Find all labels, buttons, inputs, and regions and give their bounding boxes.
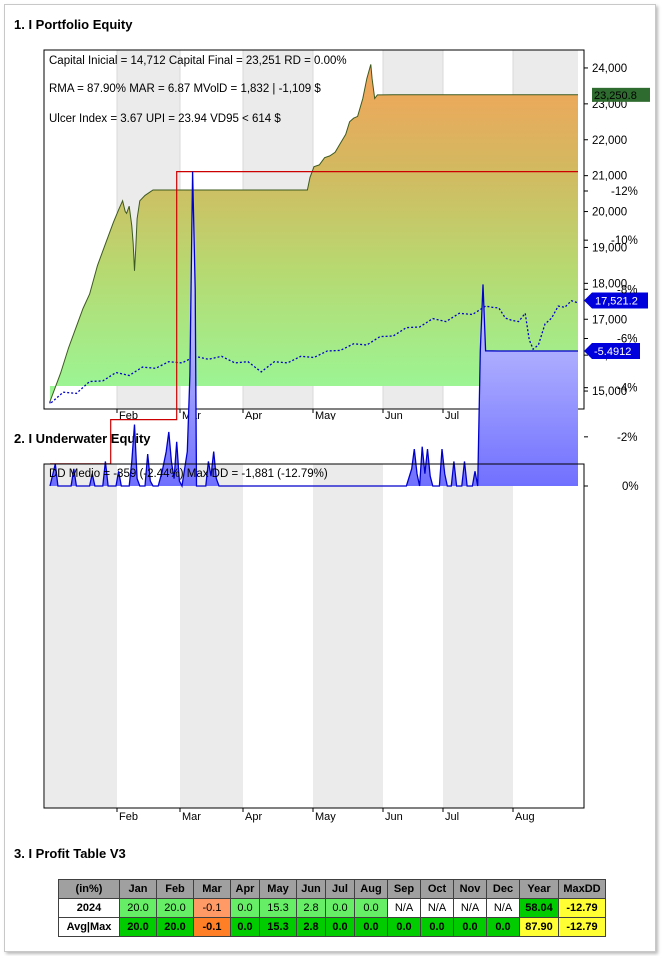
profit-header-jul: Jul [325,879,355,899]
underwater-x-label: Apr [245,811,262,823]
equity-y-label: 17,000 [592,314,627,326]
profit-cell: 0.0 [420,917,454,937]
equity-y-label: 21,000 [592,171,627,183]
equity-final-label: 23,250.8 [594,90,637,102]
equity-y-label: 24,000 [592,63,627,75]
equity-x-label: Feb [119,410,138,420]
underwater-month-band [45,464,117,808]
equity-stat-line2: RMA = 87.90% MAR = 6.87 MVolD = 1,832 | … [49,83,321,95]
equity-section-title: 1. I Portfolio Equity [14,17,133,32]
profit-header-oct: Oct [420,879,454,899]
equity-stat-line3: Ulcer Index = 3.67 UPI = 23.94 VD95 < 61… [49,113,281,125]
underwater-stat-line1: DD Medio = -359 (-2.44%) Max DD = -1,881… [49,468,328,480]
profit-cell: 0.0 [325,917,355,937]
underwater-x-label: Feb [119,811,138,823]
profit-cell: 2.8 [296,898,326,918]
profit-header-feb: Feb [156,879,194,899]
profit-cell: N/A [387,898,421,918]
underwater-y-label: -4% [617,383,637,395]
equity-y-label: 15,000 [592,386,627,398]
equity-final-badge [592,87,650,102]
equity-x-label: Jul [445,410,459,420]
profit-cell: 0.0 [387,917,421,937]
profit-cell: 0.0 [453,917,487,937]
profit-cell: -0.1 [193,898,231,918]
profit-cell: 0.0 [486,917,520,937]
profit-header-dec: Dec [486,879,520,899]
profit-cell: 15.3 [259,898,297,918]
profit-header-apr: Apr [230,879,260,899]
equity-x-label: May [315,410,336,420]
underwater-x-label: Jul [445,811,459,823]
underwater-chart: Feb Mar Apr May Jun Jul Aug 0% -2% -4% -6% -8% -10%… [43,171,640,823]
profit-row-label: 2024 [58,898,120,918]
underwater-month-band [443,464,513,808]
equity-x-label: Jun [385,410,403,420]
profit-cell: -0.1 [193,917,231,937]
underwater-y-label: -2% [617,432,637,444]
underwater-x-label: May [315,811,336,823]
profit-cell: 20.0 [156,898,194,918]
profit-cell: N/A [486,898,520,918]
underwater-y-label: 0% [622,481,639,493]
profit-header-mar: Mar [193,879,231,899]
equity-y-label: 18,000 [592,278,627,290]
profit-cell: 0.0 [354,898,388,918]
underwater-y-label: -8% [617,284,637,296]
profit-header-maxdd: MaxDD [558,879,606,899]
profit-header-aug: Aug [354,879,388,899]
profit-cell: 87.90 [519,917,559,937]
equity-y-label: 19,000 [592,242,627,254]
profit-cell: 20.0 [156,917,194,937]
profit-cell: 0.0 [354,917,388,937]
profit-header-jan: Jan [119,879,157,899]
profit-row: 2024 20.0 20.0 -0.1 0.0 15.3 2.8 0.0 0.0 N/A N/A N/… [58,898,606,918]
equity-stat-line1: Capital Inicial = 14,712 Capital Final =… [49,55,347,67]
profit-cell: N/A [420,898,454,918]
profit-header-nov: Nov [453,879,487,899]
profit-header-sep: Sep [387,879,421,899]
profit-cell: 0.0 [230,917,260,937]
underwater-final-badge [584,343,640,360]
profit-cell: 2.8 [296,917,326,937]
equity-y-label: 23,000 [592,99,627,111]
profit-table: (in%) Jan Feb Mar Apr May Jun Jul Aug Sep Oct Nov De… [58,879,606,937]
underwater-x-label: Jun [385,811,403,823]
benchmark-final-badge [584,292,648,309]
equity-y-label: 22,000 [592,135,627,147]
profit-cell: 58.04 [519,898,559,918]
profit-header-in: (in%) [58,879,120,899]
profit-cell: 20.0 [119,898,157,918]
profit-header-may: May [259,879,297,899]
underwater-x-label: Aug [515,811,535,823]
underwater-y-label: -10% [611,235,638,247]
underwater-section-title: 2. I Underwater Equity [14,431,151,446]
underwater-final-label: -5.4912 [594,346,631,358]
profit-section-title: 3. I Profit Table V3 [14,846,126,861]
profit-header-jun: Jun [296,879,326,899]
equity-x-label: Apr [245,410,262,420]
profit-header-year: Year [519,879,559,899]
underwater-x-label: Mar [182,811,201,823]
underwater-month-band [313,464,383,808]
profit-row: Avg|Max 20.0 20.0 -0.1 0.0 15.3 2.8 0.0 0.0 0.0 0.… [58,917,606,937]
profit-cell: 0.0 [230,898,260,918]
underwater-y-label: -6% [617,334,637,346]
profit-cell: 0.0 [325,898,355,918]
profit-cell: 15.3 [259,917,297,937]
profit-cell: N/A [453,898,487,918]
underwater-y-label: -12% [611,186,638,198]
equity-y-label: 20,000 [592,207,627,219]
profit-cell: -12.79 [558,917,606,937]
profit-row-label: Avg|Max [58,917,120,937]
profit-cell: 20.0 [119,917,157,937]
profit-cell: -12.79 [558,898,606,918]
benchmark-final-label: 17,521.2 [595,296,638,308]
underwater-month-band [180,464,243,808]
